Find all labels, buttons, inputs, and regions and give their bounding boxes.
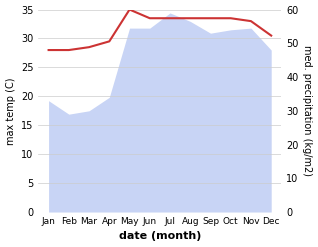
Y-axis label: med. precipitation (kg/m2): med. precipitation (kg/m2)	[302, 45, 313, 176]
X-axis label: date (month): date (month)	[119, 231, 201, 242]
Y-axis label: max temp (C): max temp (C)	[5, 77, 16, 144]
